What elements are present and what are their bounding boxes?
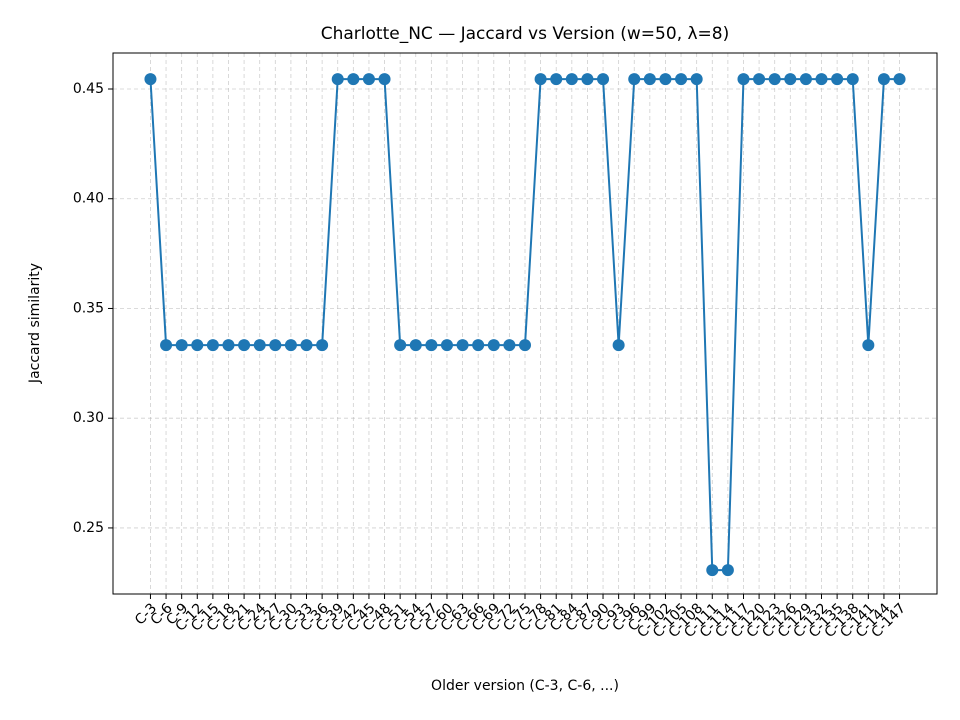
- data-point: [378, 73, 391, 86]
- data-point: [409, 339, 422, 352]
- data-point: [456, 339, 469, 352]
- data-point: [362, 73, 375, 86]
- y-tick-label: 0.30: [73, 410, 104, 426]
- data-point: [550, 73, 563, 86]
- y-axis-label: Jaccard similarity: [27, 263, 43, 384]
- data-point: [284, 339, 297, 352]
- y-tick-label: 0.45: [73, 81, 104, 97]
- data-point: [612, 339, 625, 352]
- data-point: [440, 339, 453, 352]
- data-point: [768, 73, 781, 86]
- chart-title: Charlotte_NC — Jaccard vs Version (w=50,…: [321, 24, 730, 44]
- data-point: [799, 73, 812, 86]
- data-point: [675, 73, 688, 86]
- y-tick-label: 0.40: [73, 191, 104, 207]
- y-tick-label: 0.35: [73, 300, 104, 316]
- data-point: [144, 73, 157, 86]
- data-point: [222, 339, 235, 352]
- data-point: [472, 339, 485, 352]
- data-point: [737, 73, 750, 86]
- plot-frame: [112, 52, 938, 595]
- data-point: [253, 339, 266, 352]
- data-point: [316, 339, 329, 352]
- data-point: [269, 339, 282, 352]
- data-point: [597, 73, 610, 86]
- data-point: [721, 564, 734, 577]
- data-point: [862, 339, 875, 352]
- data-point: [565, 73, 578, 86]
- grid-layer: [113, 53, 937, 594]
- data-point: [893, 73, 906, 86]
- data-point: [191, 339, 204, 352]
- data-point: [519, 339, 531, 352]
- data-point: [331, 73, 344, 86]
- data-point: [347, 73, 360, 86]
- data-point: [206, 339, 219, 352]
- data-point: [394, 339, 407, 352]
- data-point: [643, 73, 656, 86]
- data-point: [784, 73, 797, 86]
- data-point: [831, 73, 844, 86]
- data-point: [160, 339, 173, 352]
- data-point: [300, 339, 313, 352]
- data-point: [425, 339, 438, 352]
- data-point: [846, 73, 859, 86]
- y-tick-label: 0.25: [73, 520, 104, 536]
- data-point: [534, 73, 547, 86]
- data-point: [706, 564, 719, 577]
- data-point: [503, 339, 516, 352]
- data-point: [581, 73, 594, 86]
- data-point: [487, 339, 500, 352]
- data-point: [175, 339, 188, 352]
- data-point: [877, 73, 890, 86]
- data-point: [659, 73, 672, 86]
- x-axis-label: Older version (C-3, C-6, ...): [431, 678, 619, 694]
- data-point: [238, 339, 251, 352]
- data-point: [628, 73, 641, 86]
- data-point: [815, 73, 828, 86]
- data-point: [690, 73, 703, 86]
- data-point: [753, 73, 766, 86]
